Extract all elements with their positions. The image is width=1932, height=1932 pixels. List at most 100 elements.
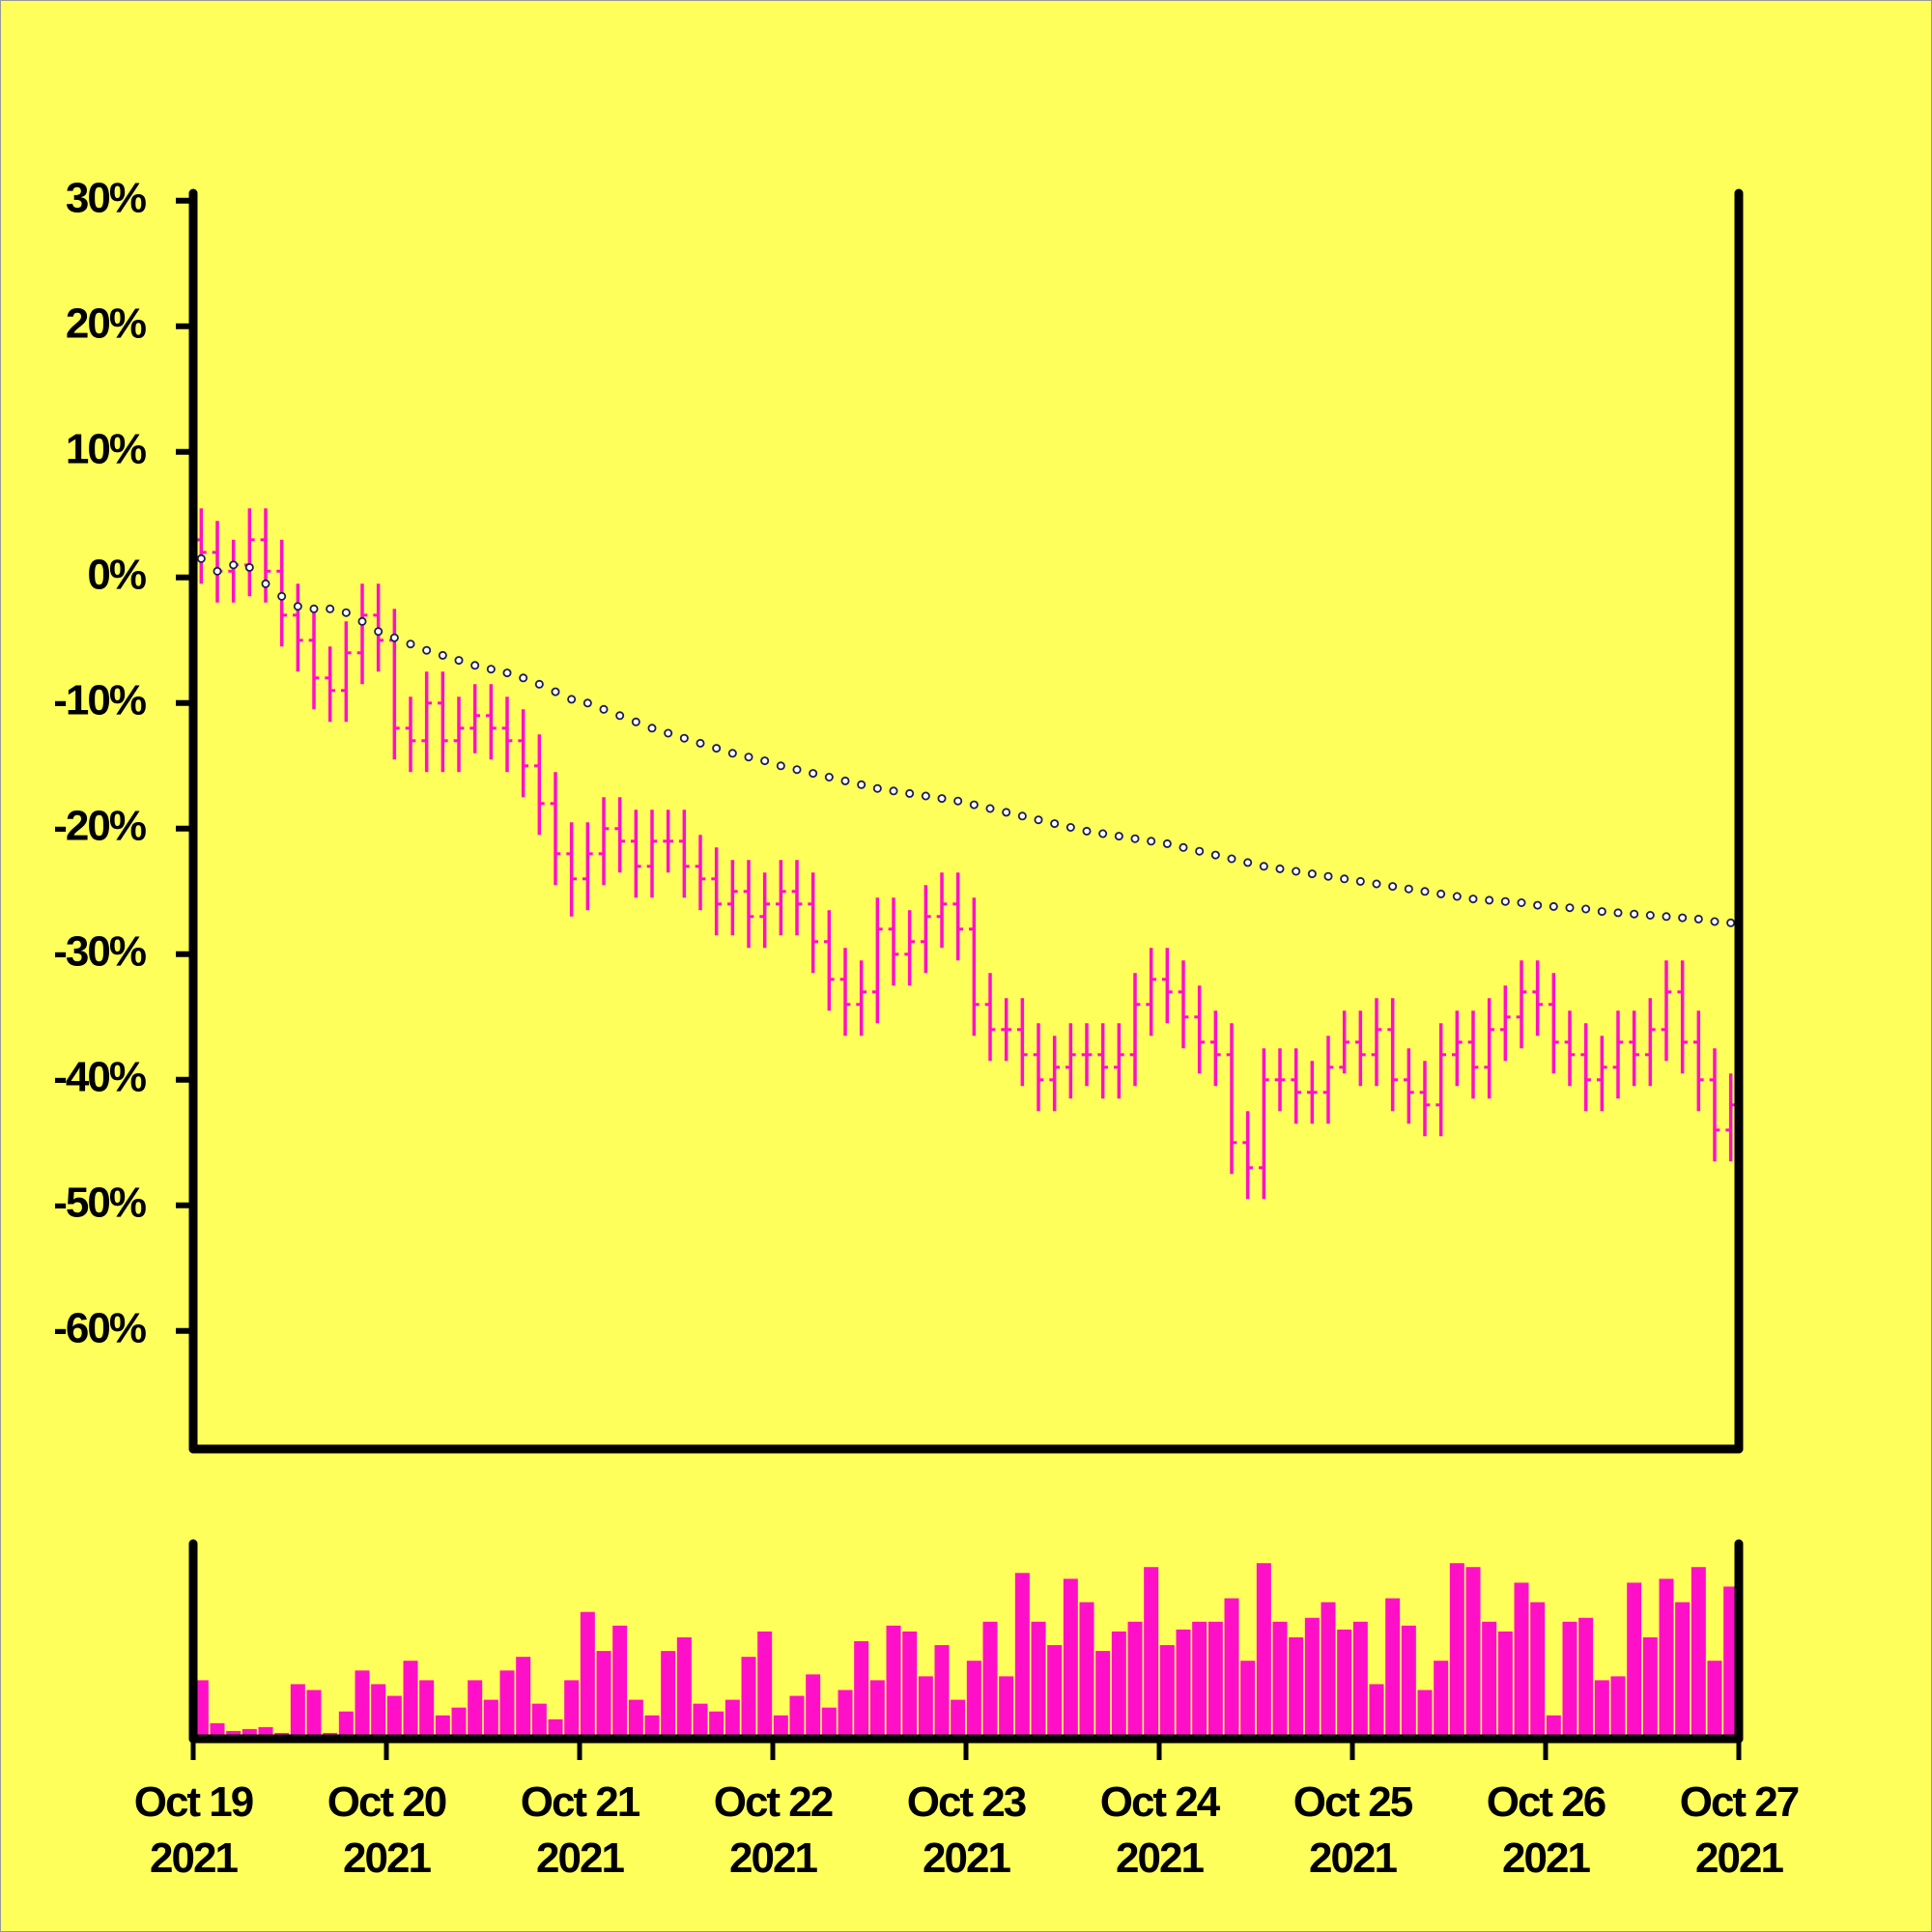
- volume-bar: [371, 1684, 386, 1739]
- line-point: [1340, 874, 1350, 884]
- line-point: [1388, 882, 1398, 892]
- volume-bar: [789, 1695, 805, 1739]
- line-point: [1034, 815, 1043, 825]
- line-point: [1082, 826, 1092, 836]
- line-point: [1485, 895, 1494, 905]
- volume-bar: [1176, 1629, 1191, 1739]
- volume-bar: [193, 1680, 209, 1739]
- volume-bar: [806, 1674, 821, 1739]
- line-point: [1210, 850, 1220, 860]
- line-point: [406, 639, 415, 649]
- line-point: [664, 728, 673, 738]
- volume-bar: [644, 1715, 660, 1739]
- line-point: [1404, 884, 1413, 894]
- volume-bar: [290, 1684, 305, 1739]
- line-point: [1372, 879, 1381, 889]
- line-point: [1323, 871, 1333, 881]
- line-point: [840, 776, 850, 785]
- volume-bar: [966, 1661, 981, 1739]
- volume-bar: [1352, 1621, 1368, 1739]
- x-tick-label-line: 2021: [1502, 1834, 1590, 1882]
- volume-bar: [1434, 1661, 1449, 1739]
- line-point: [1693, 914, 1703, 923]
- volume-bar: [1111, 1631, 1126, 1739]
- volume-bar: [902, 1631, 918, 1739]
- volume-bar: [1627, 1582, 1642, 1739]
- line-point: [1517, 898, 1526, 908]
- volume-bar: [386, 1695, 402, 1739]
- volume-bar: [516, 1657, 531, 1739]
- volume-bar: [468, 1680, 483, 1739]
- volume-bar: [934, 1645, 950, 1739]
- volume-bar: [1304, 1617, 1320, 1739]
- volume-bar: [676, 1636, 692, 1739]
- line-point: [551, 687, 560, 696]
- line-point: [374, 627, 384, 637]
- x-tick-label-line: Oct 25: [1293, 1778, 1413, 1826]
- volume-bar: [709, 1711, 724, 1739]
- line-point: [1243, 858, 1253, 867]
- line-point: [357, 616, 367, 626]
- line-point: [326, 604, 335, 613]
- line-point: [1355, 876, 1365, 886]
- line-point: [502, 668, 512, 678]
- line-point: [1114, 832, 1123, 841]
- line-point: [1275, 864, 1285, 873]
- line-point: [1533, 900, 1543, 910]
- volume-bar: [1208, 1621, 1223, 1739]
- volume-bar: [1289, 1636, 1304, 1739]
- y-tick-label: -50%: [53, 1179, 146, 1226]
- x-tick-label: Oct 25 2021: [1293, 1778, 1413, 1882]
- volume-bar: [355, 1670, 370, 1739]
- line-point: [1307, 869, 1317, 879]
- volume-bar: [1224, 1598, 1239, 1739]
- line-point: [213, 566, 222, 576]
- line-point: [1130, 834, 1140, 843]
- x-tick-label-line: Oct 22: [714, 1778, 833, 1826]
- x-tick-label-line: Oct 20: [327, 1778, 446, 1826]
- line-point: [196, 554, 206, 563]
- y-tick-label: 0%: [87, 551, 145, 598]
- line-point: [599, 704, 609, 714]
- volume-bar: [1562, 1621, 1577, 1739]
- volume-bar: [580, 1611, 595, 1739]
- line-point: [809, 769, 818, 779]
- volume-bar: [1482, 1621, 1497, 1739]
- volume-bar: [242, 1728, 257, 1739]
- x-tick-label-line: 2021: [1309, 1834, 1397, 1882]
- volume-bar: [1369, 1684, 1384, 1739]
- volume-bar: [1707, 1661, 1722, 1739]
- volume-bar: [628, 1699, 643, 1739]
- line-point: [824, 773, 834, 782]
- volume-bar: [1159, 1645, 1175, 1739]
- line-point: [1002, 808, 1011, 817]
- volume-bar: [1497, 1631, 1513, 1739]
- volume-bar: [951, 1699, 966, 1739]
- volume-bar: [1047, 1645, 1063, 1739]
- volume-bar: [724, 1699, 740, 1739]
- line-point: [985, 804, 995, 813]
- line-point: [438, 650, 447, 660]
- x-tick-label: Oct 26 2021: [1487, 1778, 1605, 1882]
- y-tick-label: 10%: [66, 425, 146, 472]
- volume-bar: [886, 1625, 901, 1739]
- volume-bar: [1192, 1621, 1208, 1739]
- line-point: [1017, 811, 1027, 821]
- x-tick-label-line: Oct 19: [134, 1778, 253, 1826]
- line-point: [921, 791, 930, 801]
- line-point: [1581, 904, 1591, 914]
- line-point: [776, 761, 785, 771]
- y-tick-label: -40%: [53, 1053, 146, 1100]
- line-point: [1098, 829, 1108, 838]
- y-tick-label: -30%: [53, 927, 146, 975]
- line-point: [1645, 911, 1655, 921]
- line-point: [1195, 846, 1205, 856]
- volume-bar: [499, 1670, 515, 1739]
- line-point: [889, 786, 898, 796]
- x-tick-label-line: 2021: [1116, 1834, 1204, 1882]
- volume-bar: [564, 1680, 580, 1739]
- line-point: [261, 579, 270, 588]
- volume-bar: [1063, 1578, 1078, 1739]
- volume-bar: [1690, 1567, 1706, 1739]
- volume-bar: [1578, 1617, 1594, 1739]
